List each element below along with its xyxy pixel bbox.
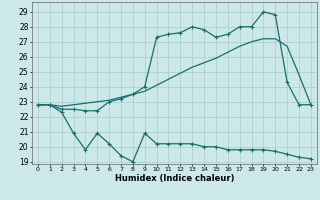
X-axis label: Humidex (Indice chaleur): Humidex (Indice chaleur) (115, 174, 234, 183)
